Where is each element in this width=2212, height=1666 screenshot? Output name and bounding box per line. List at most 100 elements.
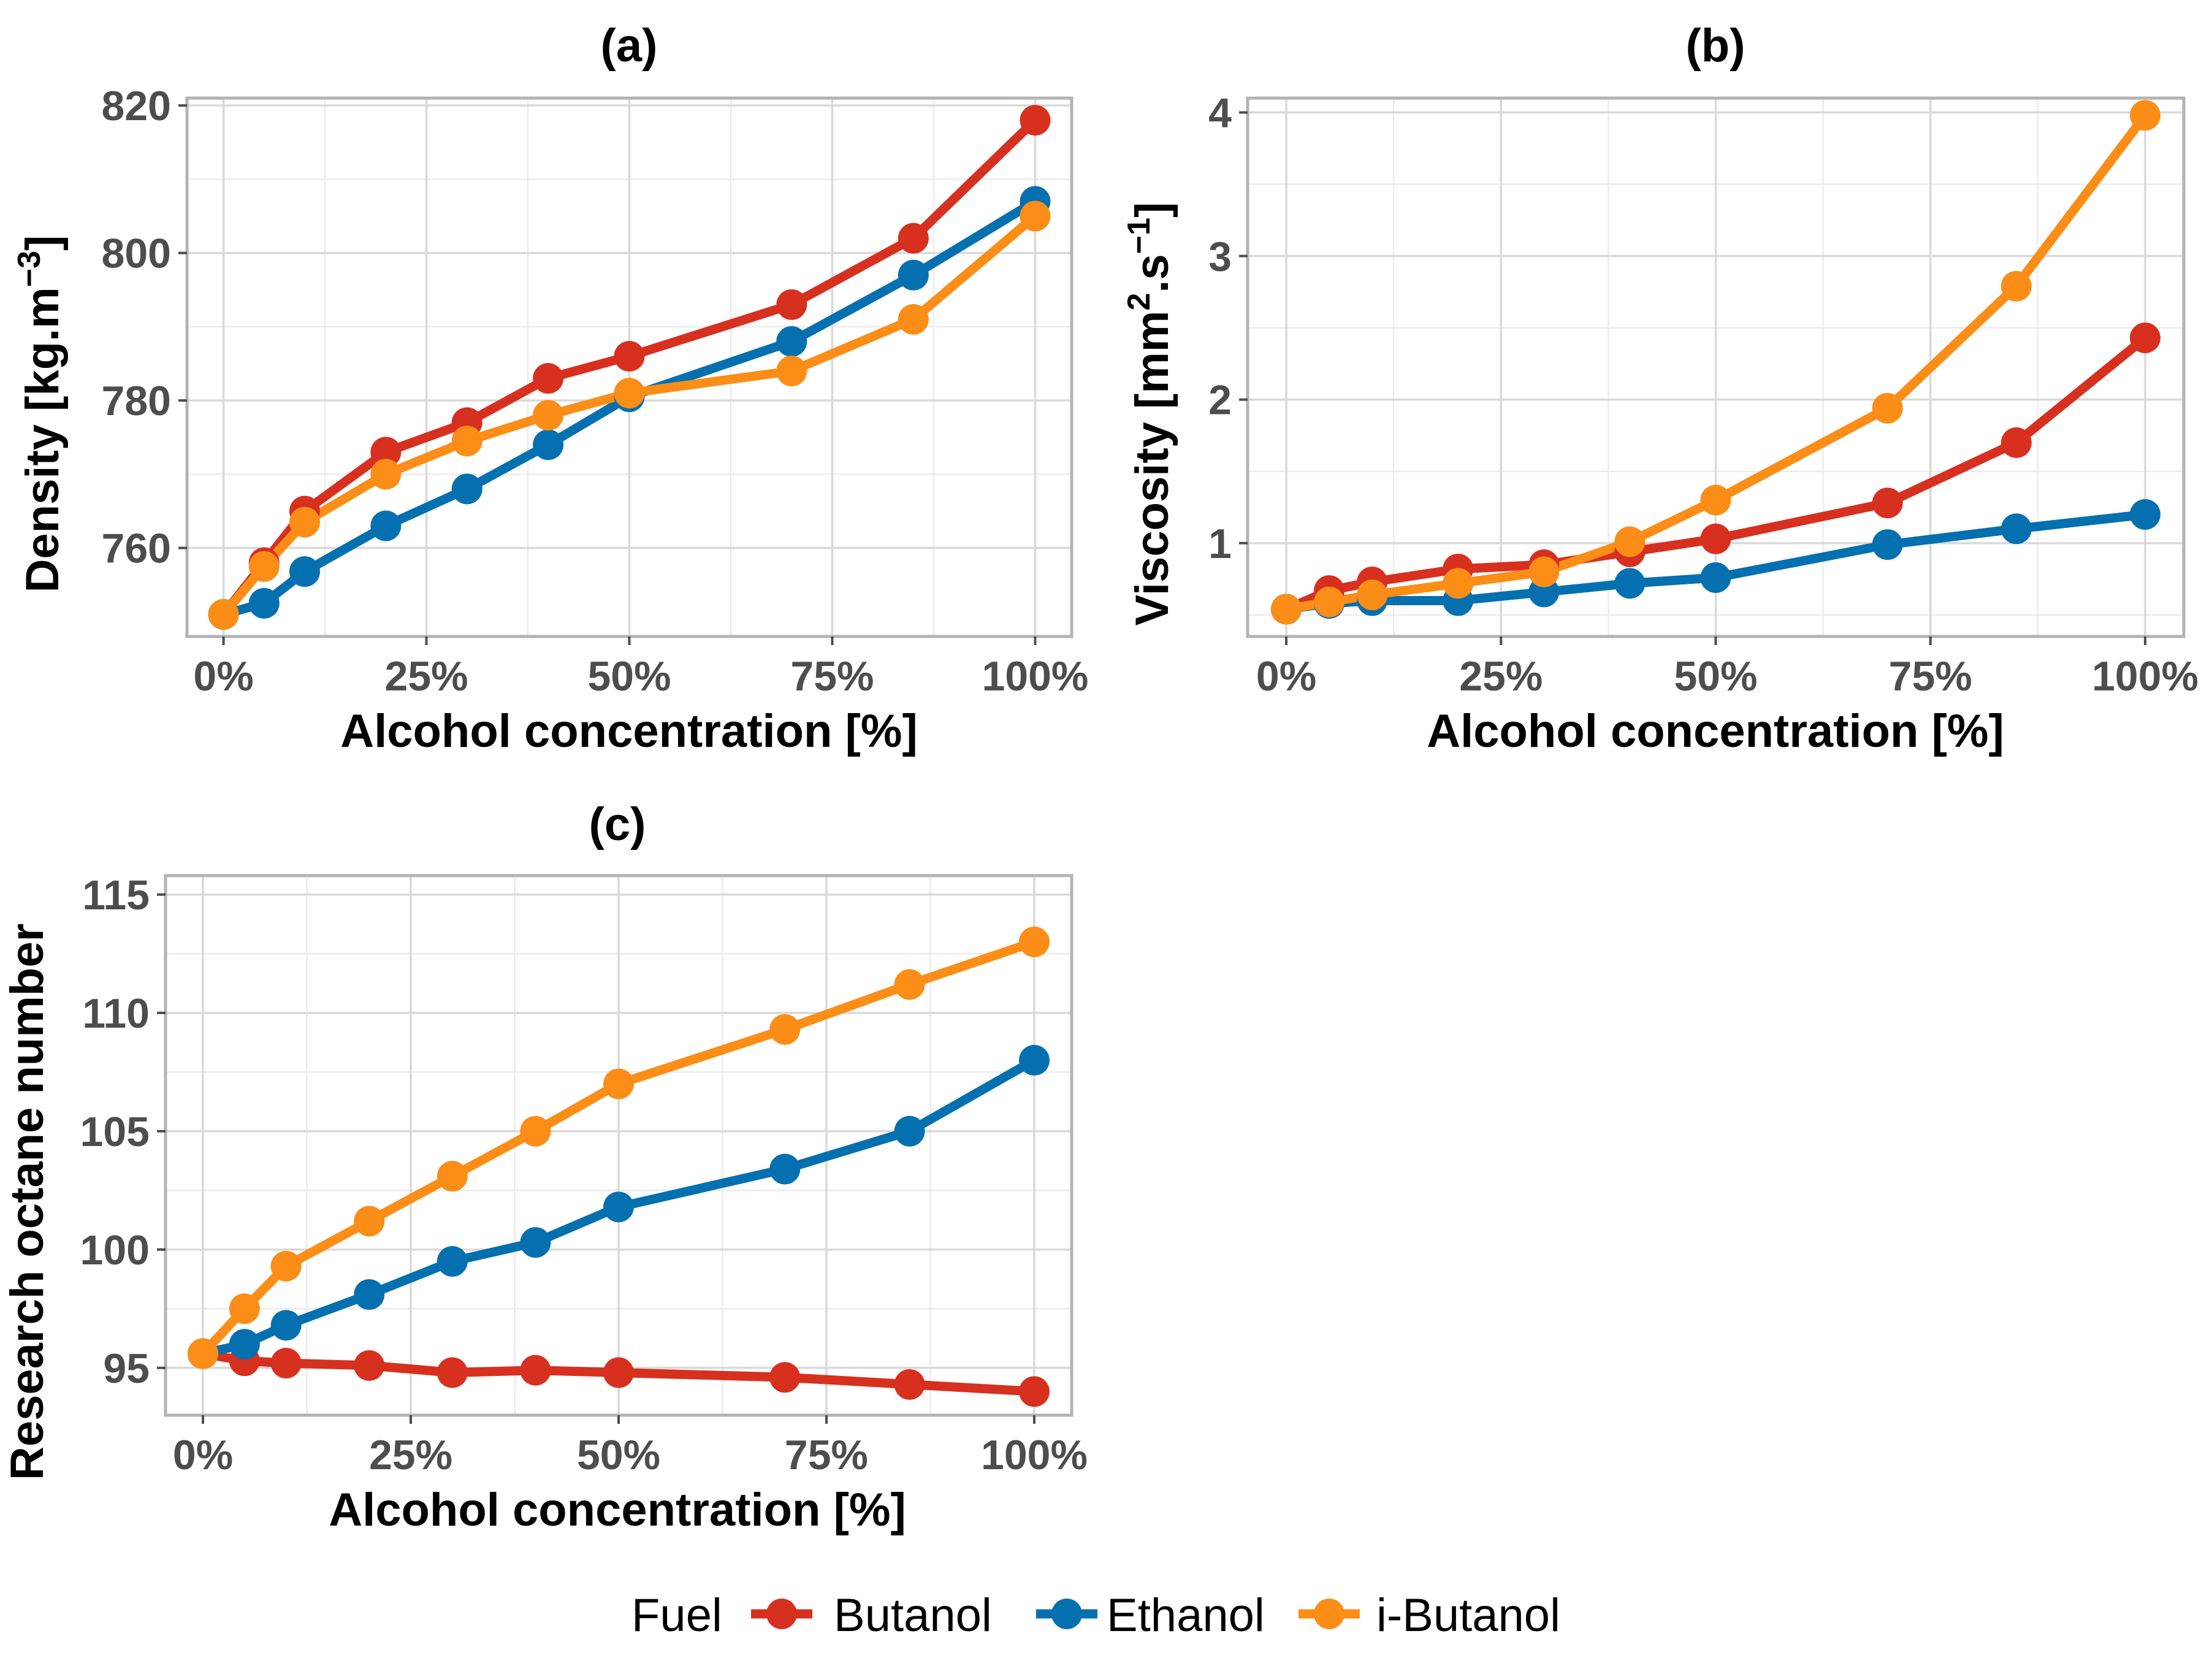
panel-b-point-ethanol bbox=[2129, 499, 2161, 530]
panel-c-y-tick-label: 105 bbox=[80, 1109, 150, 1155]
panel-c-y-tick-label: 100 bbox=[80, 1227, 150, 1274]
panel-a-point-butanol bbox=[1020, 105, 1051, 136]
panel-b-x-tick-label: 100% bbox=[2092, 653, 2199, 700]
panel-c-point-ethanol bbox=[769, 1153, 801, 1185]
panel-c-y-tick-label: 115 bbox=[82, 872, 150, 919]
panel-a-point-i-butanol bbox=[533, 400, 564, 431]
panel-c-point-butanol bbox=[603, 1357, 634, 1388]
panel-c-point-butanol bbox=[270, 1348, 302, 1379]
panel-a-title: (a) bbox=[601, 20, 658, 72]
panel-a-point-butanol bbox=[776, 289, 807, 320]
panel-c-point-butanol bbox=[354, 1350, 385, 1381]
panel-a-point-i-butanol bbox=[898, 304, 929, 335]
legend-label-i-butanol: i-Butanol bbox=[1376, 1589, 1560, 1641]
panel-b-point-butanol bbox=[1872, 487, 1903, 519]
panel-a-point-ethanol bbox=[898, 259, 929, 291]
panel-a-point-i-butanol bbox=[248, 551, 280, 582]
panel-c-x-tick-label: 25% bbox=[369, 1432, 452, 1478]
panel-c-point-i-butanol bbox=[520, 1115, 551, 1147]
panel-c-point-i-butanol bbox=[1018, 927, 1050, 958]
panel-a-point-i-butanol bbox=[289, 506, 320, 538]
panel-b-point-i-butanol bbox=[1528, 556, 1560, 587]
panel-c-y-tick-label: 95 bbox=[103, 1345, 150, 1392]
legend-item-i-butanol: i-Butanol bbox=[1299, 1589, 1560, 1641]
panel-c-point-ethanol bbox=[354, 1279, 385, 1310]
panel-b-point-butanol bbox=[2000, 427, 2032, 458]
panel-c-point-ethanol bbox=[1018, 1045, 1050, 1076]
panel-b-point-ethanol bbox=[2000, 513, 2032, 545]
panel-a-point-ethanol bbox=[248, 587, 280, 619]
panel-b-x-tick-label: 25% bbox=[1459, 653, 1543, 700]
panel-b-y-axis-label-sup2: −1 bbox=[1121, 218, 1157, 254]
panel-c-x-tick-label: 75% bbox=[785, 1432, 868, 1478]
panel-a-y-axis-label-main: Density [kg.m bbox=[17, 287, 69, 592]
panel-b-point-i-butanol bbox=[1700, 484, 1731, 516]
panel-b-x-tick-label: 75% bbox=[1889, 653, 1972, 700]
panel-b-x-tick-label: 0% bbox=[1256, 653, 1316, 700]
panel-a-point-i-butanol bbox=[451, 426, 482, 457]
legend-key-ethanol-point bbox=[1051, 1599, 1082, 1629]
panel-a-point-i-butanol bbox=[370, 459, 402, 490]
panel-c-point-butanol bbox=[769, 1362, 801, 1393]
panel-a-point-ethanol bbox=[533, 429, 564, 460]
panel-a-point-i-butanol bbox=[208, 598, 239, 630]
panel-c-series-line-ethanol bbox=[198, 1055, 1039, 1359]
panel-a-point-i-butanol bbox=[1020, 201, 1051, 232]
panel-c-point-ethanol bbox=[603, 1191, 634, 1223]
panel-b-y-axis-label-close: ] bbox=[1126, 202, 1178, 218]
panel-c-point-ethanol bbox=[437, 1246, 468, 1277]
panel-a-y-axis-label-close: ] bbox=[17, 235, 69, 251]
panel-b-point-i-butanol bbox=[2000, 270, 2032, 302]
panel-a-plot-area: 760 780 800 820 0% 25% 50% 75% 100% bbox=[102, 83, 1089, 700]
legend-item-ethanol: Ethanol bbox=[1036, 1589, 1265, 1641]
panel-c-point-i-butanol bbox=[769, 1014, 801, 1045]
panel-a-point-ethanol bbox=[451, 473, 482, 505]
panel-c-y-tick-label: 110 bbox=[82, 990, 150, 1037]
panel-a-point-ethanol bbox=[776, 326, 807, 357]
panel-a-x-tick-label: 25% bbox=[384, 653, 468, 700]
panel-b-point-i-butanol bbox=[1443, 568, 1474, 599]
panel-a-point-butanol bbox=[614, 340, 645, 372]
panel-b-series-line-i-butanol bbox=[1281, 110, 2150, 614]
panel-a-series-line-i-butanol bbox=[219, 211, 1040, 619]
panel-c-x-axis-label: Alcohol concentration [%] bbox=[329, 1484, 906, 1536]
panel-c-x-tick-label: 50% bbox=[577, 1432, 660, 1478]
panel-b-y-tick-label: 1 bbox=[1208, 521, 1232, 567]
panel-b-y-axis-label-main: Viscosity [mm bbox=[1126, 310, 1178, 625]
panel-c-title: (c) bbox=[589, 798, 646, 850]
panel-a: (a) 760 780 800 820 0% 25% 50% 75% 100% Alcohol … bbox=[12, 20, 1088, 757]
panel-a-point-ethanol bbox=[289, 556, 320, 587]
panel-a-point-ethanol bbox=[370, 510, 402, 541]
panel-a-x-axis-label: Alcohol concentration [%] bbox=[340, 705, 918, 757]
legend-label-butanol: Butanol bbox=[834, 1589, 992, 1641]
panel-b-y-tick-label: 3 bbox=[1208, 234, 1232, 280]
panel-c-point-i-butanol bbox=[894, 969, 925, 1000]
panel-b-point-i-butanol bbox=[1614, 526, 1646, 557]
panel-b-y-tick-label: 4 bbox=[1208, 90, 1232, 136]
legend: Fuel Butanol Ethanol i-Butanol bbox=[631, 1589, 1560, 1641]
panel-c-x-tick-label: 100% bbox=[981, 1432, 1088, 1478]
panel-a-point-i-butanol bbox=[614, 378, 645, 409]
panel-b-title: (b) bbox=[1685, 20, 1745, 72]
panel-b-point-ethanol bbox=[1614, 568, 1646, 599]
panel-a-x-tick-label: 75% bbox=[790, 653, 874, 700]
panel-b-point-i-butanol bbox=[2129, 100, 2161, 131]
panel-a-y-tick-label: 820 bbox=[102, 83, 171, 129]
panel-b-point-butanol bbox=[2129, 323, 2161, 354]
legend-label-ethanol: Ethanol bbox=[1107, 1589, 1265, 1641]
panel-c-point-ethanol bbox=[270, 1310, 302, 1341]
panel-c-point-i-butanol bbox=[437, 1161, 468, 1192]
legend-item-butanol: Butanol bbox=[751, 1589, 992, 1641]
panel-c-point-i-butanol bbox=[603, 1068, 634, 1099]
panel-c-point-ethanol bbox=[229, 1329, 260, 1360]
panel-b-y-axis-label: Viscosity [mm2.s−1] bbox=[1121, 202, 1178, 626]
panel-c-point-i-butanol bbox=[354, 1206, 385, 1237]
panel-b-point-ethanol bbox=[1872, 529, 1903, 560]
panel-c-point-butanol bbox=[520, 1355, 551, 1386]
panel-a-series-line-butanol bbox=[219, 115, 1040, 619]
panel-b: (b) 1 2 3 4 0% 25% 50% 75% 100% Alcohol concentr… bbox=[1121, 20, 2199, 757]
panel-c-series-line-butanol bbox=[198, 1349, 1039, 1396]
panel-b-x-tick-label: 50% bbox=[1674, 653, 1757, 700]
panel-c-point-i-butanol bbox=[270, 1250, 302, 1282]
